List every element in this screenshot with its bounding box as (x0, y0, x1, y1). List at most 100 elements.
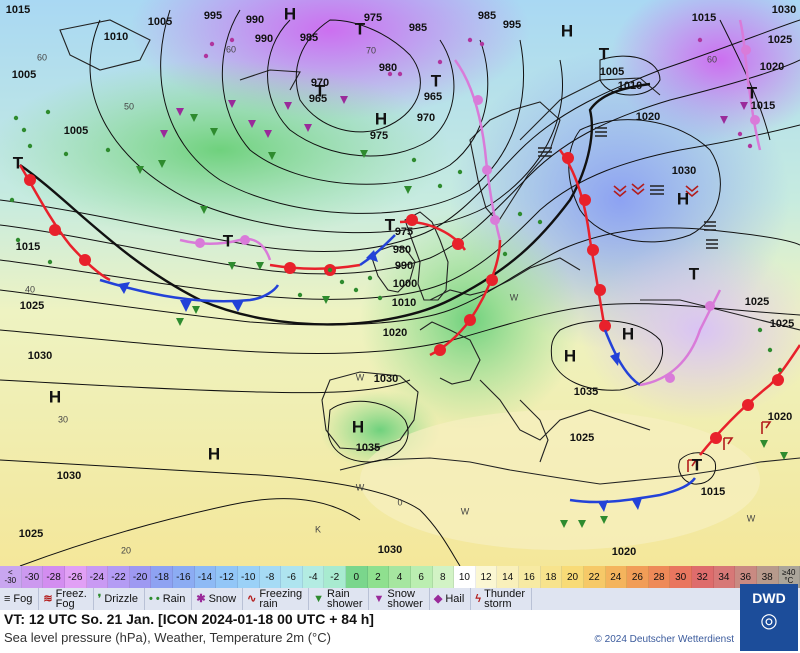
scale-cell: -30 (21, 566, 44, 588)
hail-icon: ◆ (433, 593, 443, 605)
scale-cell: 18 (540, 566, 563, 588)
scale-cell: 34 (713, 566, 736, 588)
map-annotation: W (461, 506, 470, 516)
scale-cell: -2 (324, 566, 346, 588)
scale-cell: -6 (281, 566, 303, 588)
scale-cell: -24 (86, 566, 109, 588)
pressure-center-label: H (208, 444, 220, 463)
scale-cell: -20 (129, 566, 152, 588)
pressure-center-label: T (747, 83, 758, 102)
pressure-center-label: T (599, 44, 610, 63)
legend-label: Freez. Fog (55, 588, 87, 610)
pressure-center-label: H (564, 346, 576, 365)
pressure-label: 975 (364, 12, 382, 24)
reference-isobar-1015 (19, 82, 651, 326)
pressure-center-label: T (689, 264, 700, 283)
fog-icon: ≡ (4, 593, 11, 605)
pressure-label: 975 (370, 130, 388, 142)
legend-item: ϟ Thunder storm (471, 588, 533, 610)
rain-symbols (9, 109, 783, 373)
pressure-label: 1025 (770, 318, 794, 330)
scale-cell: 22 (583, 566, 606, 588)
pressure-label: 1015 (701, 486, 725, 498)
pressure-label: 1020 (760, 61, 784, 73)
map-annotation: W (747, 513, 756, 523)
dwd-logo-icon: ◎ (760, 610, 778, 632)
map-annotation: K (315, 524, 321, 534)
pressure-label: 965 (424, 91, 442, 103)
pressure-center-label: H (622, 324, 634, 343)
map-annotation: W (510, 292, 519, 302)
map-annotation: 20 (121, 545, 131, 555)
scale-cell: -18 (151, 566, 173, 588)
freezing-fog-icon: ≋ (43, 593, 53, 605)
pressure-center-label: T (692, 455, 703, 474)
pressure-center-label: H (677, 189, 689, 208)
map-annotation: 40 (25, 284, 35, 294)
map-annotation: W (356, 372, 365, 382)
pressure-label: 985 (478, 10, 496, 22)
scale-cell: -14 (194, 566, 217, 588)
legend-item: ≡ Fog (0, 588, 40, 610)
map-annotation: 60 (707, 54, 717, 64)
warm-air-mediterranean (360, 410, 760, 550)
pressure-label: 1010 (392, 297, 416, 309)
pressure-label: 1030 (378, 544, 402, 556)
scale-cell: -10 (237, 566, 260, 588)
occlusion-markers (195, 45, 760, 383)
pressure-label: 1020 (636, 111, 660, 123)
pressure-center-label: T (315, 81, 326, 100)
scale-cell: 26 (627, 566, 649, 588)
pressure-center-label: H (375, 109, 387, 128)
legend-item: ▼ Rain shower (309, 588, 370, 610)
scale-cell: 4 (389, 566, 411, 588)
pressure-label: 1010 (618, 80, 642, 92)
pressure-center-label: H (352, 417, 364, 436)
map-annotation: W (356, 482, 365, 492)
pressure-label: 1035 (574, 386, 598, 398)
scale-cell: -16 (173, 566, 195, 588)
scale-cell: -28 (43, 566, 65, 588)
pressure-label: 1000 (393, 278, 417, 290)
weather-map: 1015 1005 995 990 975 985 985 995 1015 1030 1010 99… (0, 0, 800, 566)
pressure-label: 1010 (104, 31, 128, 43)
legend-item: ▼ Snow shower (369, 588, 430, 610)
pressure-label: 1020 (768, 411, 792, 423)
legend-item: ❜ Drizzle (94, 588, 145, 610)
pressure-label: 985 (409, 22, 427, 34)
pressure-label: 1025 (19, 528, 43, 540)
scale-cell: 24 (605, 566, 628, 588)
freezing-fog-symbols (613, 183, 699, 198)
scale-cell: -8 (259, 566, 282, 588)
cold-air-russia (580, 240, 800, 420)
weather-legend: ≡ Fog ≋ Freez. Fog ❜ Drizzle • • Rain ✱ Snow ∿ Free… (0, 588, 800, 610)
pressure-label: 975 (395, 226, 413, 238)
scale-cell: 38 (756, 566, 779, 588)
pressure-label: 1030 (772, 4, 796, 16)
scale-cell: 36 (735, 566, 757, 588)
legend-label: Thunder storm (484, 588, 526, 610)
scale-cell: 28 (648, 566, 671, 588)
legend-label: Freezing rain (259, 588, 303, 610)
map-description: Sea level pressure (hPa), Weather, Tempe… (4, 630, 331, 645)
pressure-label: 1030 (57, 470, 81, 482)
legend-label: Snow shower (387, 588, 423, 610)
scale-cell: -12 (216, 566, 238, 588)
pressure-center-label: T (385, 215, 396, 234)
pressure-label: 980 (393, 244, 411, 256)
shower-symbols (136, 114, 788, 528)
scale-cell: 12 (475, 566, 498, 588)
pressure-label: 1015 (16, 241, 40, 253)
legend-label: Drizzle (104, 593, 138, 605)
pressure-label: 995 (503, 19, 521, 31)
map-annotation: 50 (124, 101, 134, 111)
scale-cell: 16 (519, 566, 541, 588)
pressure-label: 1035 (356, 442, 380, 454)
scale-cell: 2 (367, 566, 390, 588)
pressure-label: 990 (246, 14, 264, 26)
pressure-label: 1005 (12, 69, 36, 81)
scale-cell: 32 (692, 566, 714, 588)
pressure-label: 1025 (745, 296, 769, 308)
pressure-labels: 1015 1005 995 990 975 985 985 995 1015 1030 1010 99… (6, 4, 796, 558)
valid-time: VT: 12 UTC So. 21 Jan. [ICON 2024-01-18 … (4, 611, 374, 627)
